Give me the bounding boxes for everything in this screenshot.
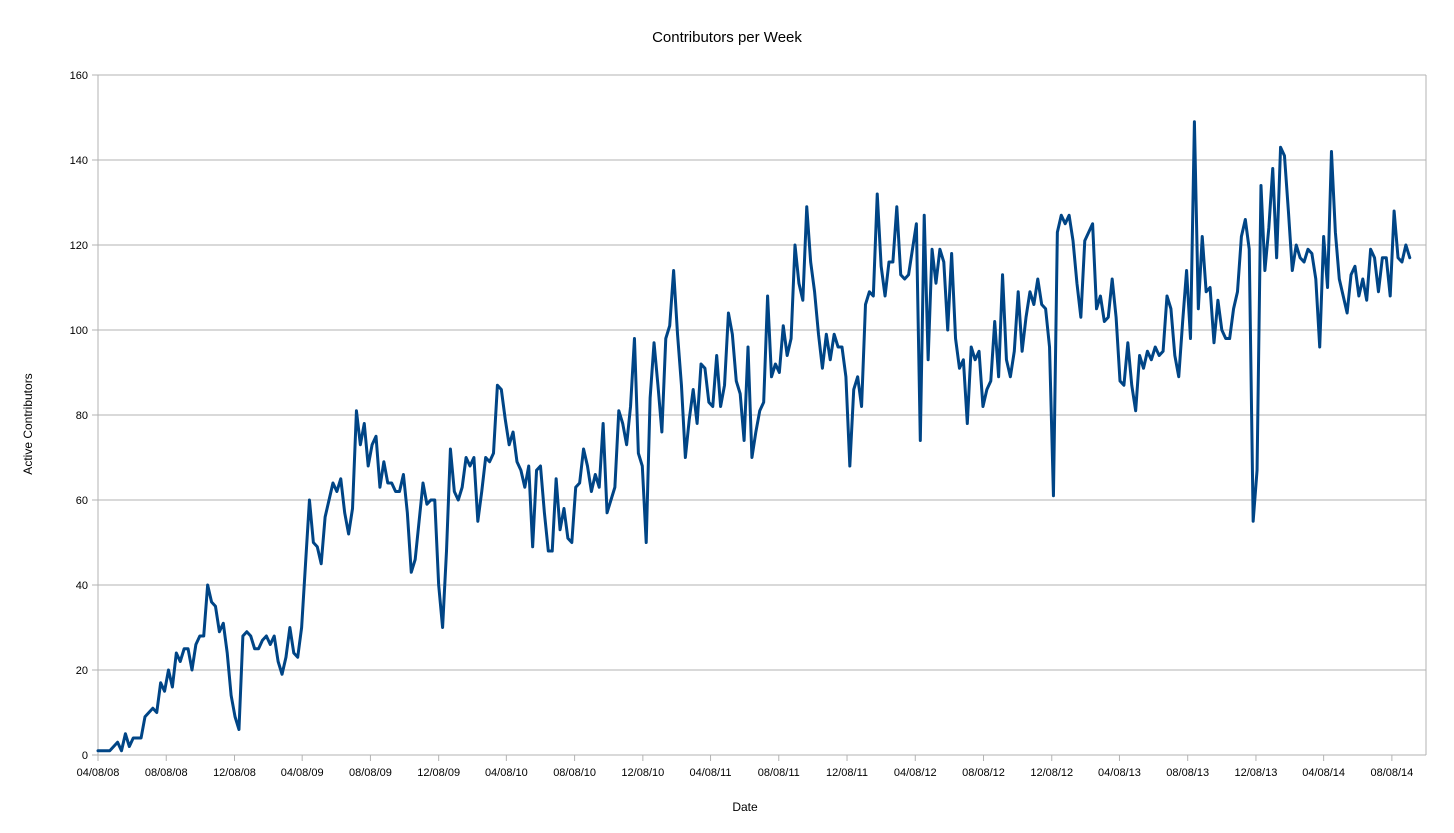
x-tick-label: 08/08/10 bbox=[553, 767, 596, 779]
x-tick-label: 12/08/10 bbox=[621, 767, 664, 779]
y-tick-label: 100 bbox=[70, 325, 88, 337]
x-tick-label: 04/08/12 bbox=[894, 767, 937, 779]
x-tick-label: 12/08/12 bbox=[1030, 767, 1073, 779]
x-tick-label: 04/08/13 bbox=[1098, 767, 1141, 779]
y-tick-label: 40 bbox=[76, 580, 88, 592]
chart-title: Contributors per Week bbox=[652, 29, 802, 46]
x-tick-label: 04/08/09 bbox=[281, 767, 324, 779]
x-tick-label: 08/08/11 bbox=[758, 767, 800, 779]
x-axis-title: Date bbox=[732, 800, 758, 814]
y-tick-label: 20 bbox=[76, 665, 88, 677]
x-tick-label: 04/08/11 bbox=[690, 767, 732, 779]
x-tick-label: 12/08/11 bbox=[826, 767, 868, 779]
x-tick-label: 08/08/08 bbox=[145, 767, 188, 779]
x-tick-label: 08/08/12 bbox=[962, 767, 1005, 779]
y-tick-label: 160 bbox=[70, 70, 88, 82]
y-tick-label: 120 bbox=[70, 240, 88, 252]
y-tick-label: 140 bbox=[70, 155, 88, 167]
x-tick-label: 08/08/09 bbox=[349, 767, 392, 779]
x-tick-label: 12/08/09 bbox=[417, 767, 460, 779]
y-tick-label: 80 bbox=[76, 410, 88, 422]
x-tick-label: 04/08/10 bbox=[485, 767, 528, 779]
x-tick-label: 08/08/13 bbox=[1166, 767, 1209, 779]
x-tick-label: 04/08/08 bbox=[77, 767, 120, 779]
x-tick-label: 12/08/08 bbox=[213, 767, 256, 779]
y-axis-title: Active Contributors bbox=[21, 373, 35, 474]
gridlines bbox=[98, 74, 1426, 756]
y-axis-ticks: 0 20 40 60 80 100 120 140 160 bbox=[70, 70, 98, 762]
x-axis-ticks: 04/08/08 08/08/08 12/08/08 04/08/09 08/08/09… bbox=[77, 755, 1413, 779]
y-tick-label: 60 bbox=[76, 495, 88, 507]
plot-area bbox=[96, 120, 1412, 753]
series-line bbox=[96, 120, 1412, 753]
x-tick-label: 08/08/14 bbox=[1370, 767, 1413, 779]
x-tick-label: 12/08/13 bbox=[1235, 767, 1278, 779]
y-tick-label: 0 bbox=[82, 750, 88, 762]
x-tick-label: 04/08/14 bbox=[1302, 767, 1345, 779]
